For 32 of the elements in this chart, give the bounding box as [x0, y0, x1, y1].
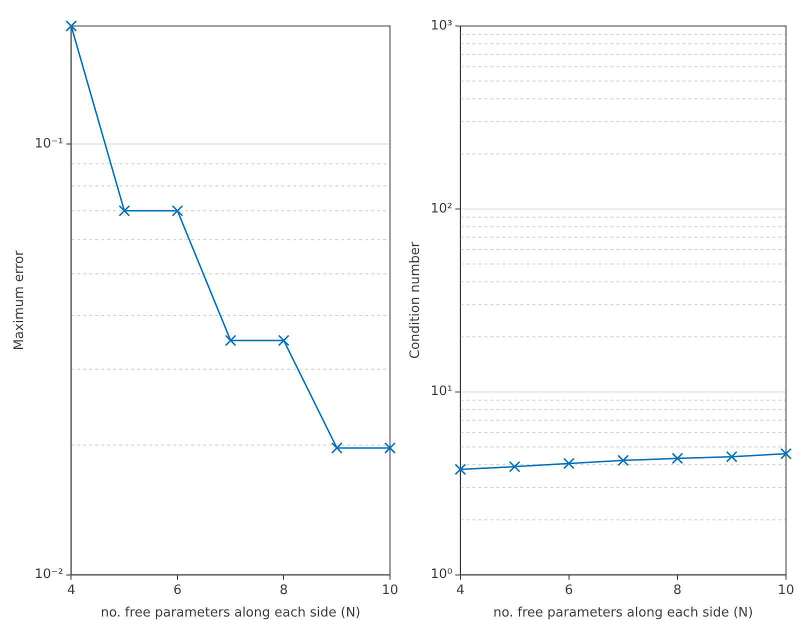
point: [118, 205, 130, 217]
x-axis-title: no. free parameters along each side (N): [100, 606, 361, 621]
x-tick-label: 6: [173, 582, 182, 598]
point: [454, 464, 466, 476]
point: [172, 205, 184, 217]
x-axis-title: no. free parameters along each side (N): [493, 606, 754, 621]
y-tick-label: 10⁻¹: [34, 136, 64, 152]
x-tick-label: 10: [382, 582, 398, 598]
y-tick-label: 10³: [430, 18, 452, 34]
y-tick-label: 10⁰: [430, 567, 452, 582]
x-tick-label: 10: [778, 582, 794, 598]
y-tick-label: 10¹: [430, 384, 452, 400]
x-tick-label: 8: [673, 582, 682, 598]
point: [224, 334, 236, 346]
y-tick-label: 10²: [430, 201, 452, 216]
point: [672, 452, 684, 464]
y-tick-label: 10⁻²: [34, 567, 64, 582]
point: [278, 334, 290, 346]
point: [66, 20, 77, 32]
y-axis-title: Maximum error: [12, 250, 28, 350]
point: [726, 451, 738, 462]
point: [563, 458, 575, 470]
x-tick-label: 8: [280, 582, 288, 598]
point: [780, 448, 792, 460]
x-tick-label: 4: [456, 582, 464, 598]
point: [508, 460, 520, 472]
point: [617, 454, 629, 466]
point: [384, 442, 396, 454]
point: [331, 442, 343, 454]
x-tick-label: 4: [67, 582, 76, 598]
y-axis-title: Condition number: [408, 241, 424, 359]
x-tick-label: 6: [564, 582, 574, 598]
